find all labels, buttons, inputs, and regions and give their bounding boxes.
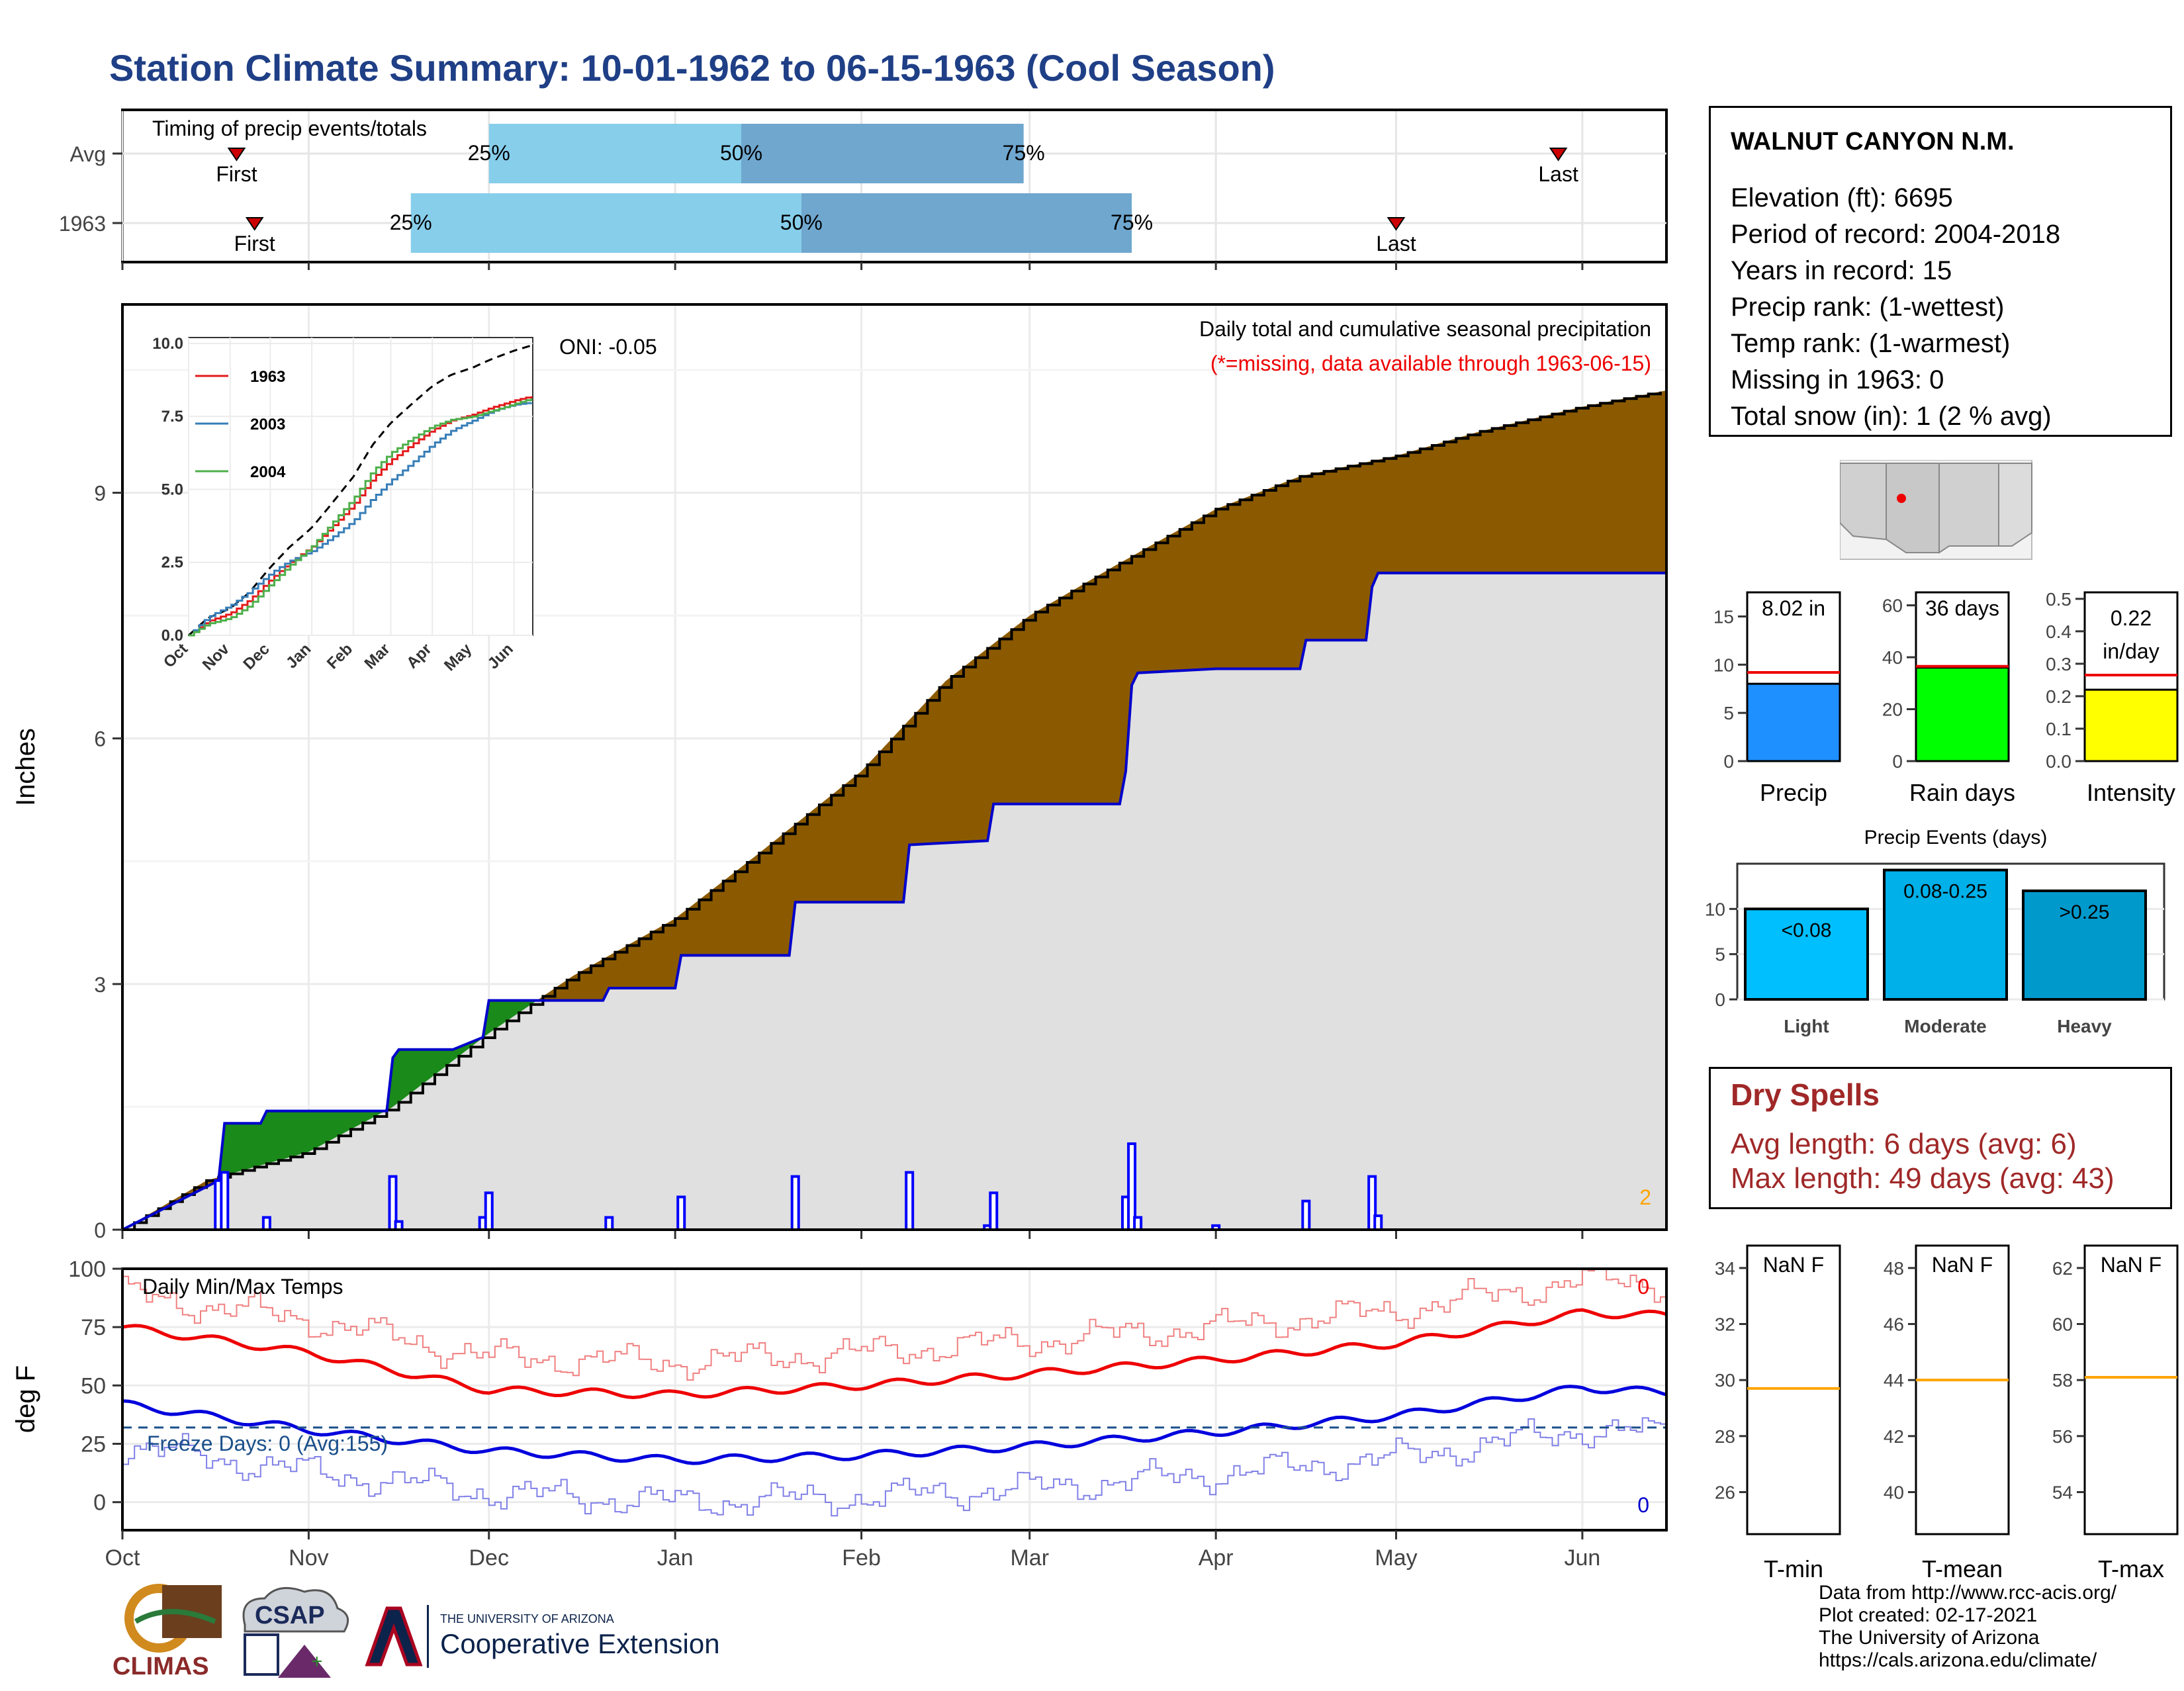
precip-ytick-label: 9 [94,482,106,506]
precip-surplus-area [122,390,1666,1230]
daily-precip-bar [604,1216,614,1230]
inset-legend-label: 2003 [250,416,285,434]
svg-text:Cooperative Extension: Cooperative Extension [440,1628,720,1659]
precip-ytick-label: 3 [94,973,106,997]
temp-xtick-label: Feb [842,1545,881,1571]
credit-line: https://cals.arizona.edu/climate/ [1819,1649,2097,1671]
dry-spells-title: Dry Spells [1731,1077,1880,1112]
csap-logo: CSAP + [242,1586,349,1678]
temp-ytick-label: 75 [81,1315,106,1340]
dry-spells-max: Max length: 49 days (avg: 43) [1731,1162,2115,1195]
temp-ytick-label: 0 [93,1490,106,1516]
svg-text:+: + [311,1651,323,1672]
inset-plot-area [188,337,533,636]
inset-normal-line [187,345,531,637]
credit-line: Data from http://www.rcc-acis.org/ [1819,1582,2117,1604]
daily-precip-bar [676,1195,686,1230]
temp-max-record-line [122,1269,1666,1381]
precip-actual-line [122,571,1666,1230]
temp-xtick-label: Dec [469,1545,509,1571]
precip-legend-title: Daily total and cumulative seasonal prec… [1199,317,1651,341]
max-count: 0 [1637,1275,1649,1299]
locator-map [1840,460,2032,560]
inset-legend-label: 2004 [250,463,286,481]
station-years: Years in record: 15 [1731,256,1952,285]
temp-min-normal-line [122,1385,1666,1465]
daily-precip-bar [1367,1175,1377,1230]
temp-xtick-label: Mar [1010,1545,1049,1571]
daily-precip-bar [261,1216,271,1230]
inset-legend-label: 1963 [250,368,285,386]
station-period: Period of record: 2004-2018 [1731,220,2061,249]
temp-xtick-label: Nov [289,1545,328,1571]
station-snow: Total snow (in): 1 (2 % avg) [1731,402,2052,431]
temp-xtick-label: Apr [1199,1545,1234,1571]
min-count: 0 [1637,1493,1649,1517]
daily-precip-bar [388,1175,398,1230]
station-temp-rank: Temp rank: (1-warmest) [1731,329,2011,358]
dry-spells-box: Dry Spells Avg length: 6 days (avg: 6) M… [1709,1067,2172,1209]
daily-precip-bar [1133,1216,1143,1230]
freeze-days: Freeze Days: 0 (Avg:155) [147,1432,388,1455]
temp-xtick-label: Jun [1564,1545,1600,1571]
temp-xtick-label: Jan [657,1545,694,1571]
temp-xtick-label: Oct [105,1545,140,1571]
svg-text:CLIMAS: CLIMAS [113,1653,209,1680]
inset-ytick-label: 2.5 [161,554,183,572]
credit-line: Plot created: 02-17-2021 [1819,1604,2038,1626]
temp-ylabel: deg F [11,1365,40,1433]
temp-ytick-label: 50 [81,1373,106,1398]
temp-title: Daily Min/Max Temps [142,1275,343,1299]
station-name: WALNUT CANYON N.M. [1731,128,2015,156]
svg-text:THE UNIVERSITY OF ARIZONA: THE UNIVERSITY OF ARIZONA [440,1612,614,1625]
temp-xtick-label: May [1375,1545,1417,1571]
precip-ylabel: Inches [11,728,40,806]
page-title: Station Climate Summary: 10-01-1962 to 0… [109,47,1275,89]
inset-ytick-label: 10.0 [152,335,183,353]
temp-max-normal-line [122,1308,1666,1400]
precip-below-area [122,572,1666,1230]
station-location-marker [1897,494,1906,503]
inset-ytick-label: 0.0 [161,627,183,645]
missing-note: (*=missing, data available through 1963-… [1210,351,1651,375]
temp-ytick-label: 100 [68,1257,106,1282]
inset-ytick-label: 5.0 [161,480,183,498]
oni-label: ONI: -0.05 [559,335,657,359]
temp-ytick-label: 25 [81,1432,106,1457]
inset-ytick-label: 7.5 [161,408,183,426]
inset-series-2004 [189,398,533,637]
inset-series-2003 [189,402,533,637]
precip-normal-line [122,391,1662,1230]
corner-count: 2 [1639,1185,1651,1209]
daily-precip-bar [790,1175,800,1230]
daily-precip-bar [1211,1224,1221,1230]
station-elevation: Elevation (ft): 6695 [1731,183,1953,212]
ua-cooperative-extension-logo: THE UNIVERSITY OF ARIZONA Cooperative Ex… [365,1605,720,1668]
precip-deficit-area [122,390,1666,1230]
station-precip-rank: Precip rank: (1-wettest) [1731,293,2005,322]
climas-logo: CLIMAS [113,1584,222,1680]
station-missing: Missing in 1963: 0 [1731,365,1944,394]
precip-ytick-label: 6 [94,727,106,751]
temp-min-record-line [122,1417,1666,1517]
credits: Data from http://www.rcc-acis.org/ Plot … [1819,1582,2116,1672]
station-info-box: WALNUT CANYON N.M. Elevation (ft): 6695 … [1709,106,2172,437]
credit-line: The University of Arizona [1819,1627,2040,1649]
dry-spells-avg: Avg length: 6 days (avg: 6) [1731,1128,2077,1160]
svg-text:CSAP: CSAP [255,1602,325,1629]
precip-ytick-label: 0 [94,1218,106,1242]
